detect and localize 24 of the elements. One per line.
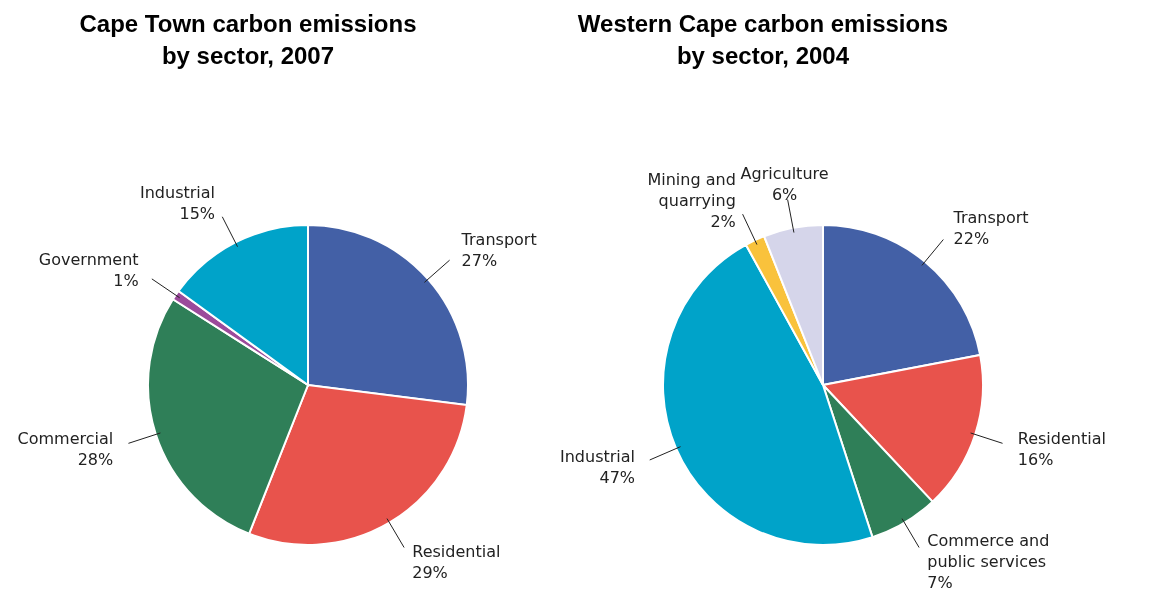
data-label: 1% <box>113 271 139 291</box>
chart-title: Western Cape carbon emissions by sector, 2004 <box>577 10 949 69</box>
data-label: 22% <box>953 228 990 248</box>
data-label: 47% <box>599 467 636 487</box>
chart-title: Cape Town carbon emissions by sector, 2007 <box>79 10 417 69</box>
data-label: 7% <box>927 573 953 593</box>
slice-label: Transport <box>952 207 1029 227</box>
slice-label: Agriculture <box>740 164 829 184</box>
slice-label: Commercial <box>17 428 114 448</box>
data-label: 27% <box>461 251 498 271</box>
data-label: 6% <box>771 185 798 205</box>
slice-label: Mining and quarrying <box>647 169 736 210</box>
slice-label: Industrial <box>139 183 216 203</box>
data-label: 15% <box>179 204 216 224</box>
data-label: 28% <box>77 449 114 469</box>
slice-label: Transport <box>460 230 537 250</box>
slice-label: Government <box>38 250 139 270</box>
data-label: 2% <box>710 211 736 231</box>
slice-label: Residential <box>1017 428 1106 448</box>
slice-label: Industrial <box>560 446 636 466</box>
slice-label: Commerce and public services <box>927 531 1050 572</box>
slice-label: Residential <box>412 541 501 561</box>
data-label: 29% <box>412 562 448 582</box>
data-label: 16% <box>1017 449 1054 469</box>
